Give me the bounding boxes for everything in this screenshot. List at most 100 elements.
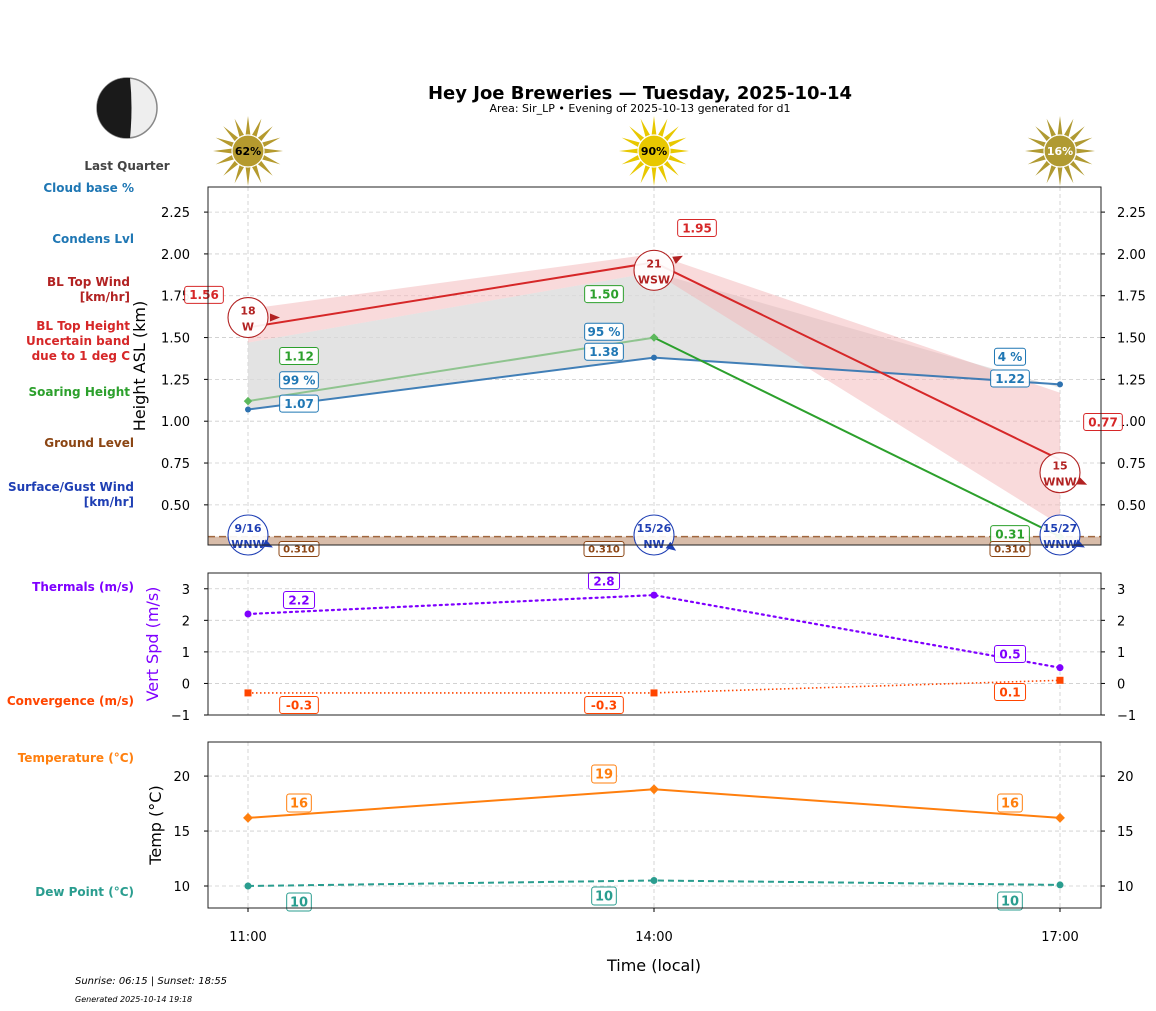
- soaring-point: [243, 396, 253, 406]
- sun-percent-label: 16%: [1047, 145, 1073, 158]
- temperature-label-box: [286, 793, 312, 813]
- sun-icon: 90%: [619, 116, 689, 186]
- bl-wind-marker: 18 W: [227, 296, 280, 339]
- temperature-point: [649, 784, 659, 795]
- bl-wind-marker-speed: 21: [646, 257, 661, 270]
- y-tick-label: 0: [182, 677, 190, 692]
- dew-point-label: 10: [595, 890, 613, 905]
- thermals-label: 0.5: [999, 647, 1020, 661]
- bl-wind-marker-direction: WNW: [1043, 476, 1076, 489]
- vert-speed-panel: −1 −1 0 0 1 1 2 2 3 3 2.2 2.8 0.5 -0.3 -0.3 0.1 Vert Spd…: [143, 572, 1136, 724]
- bl-top-label: 1.56: [189, 288, 219, 302]
- soaring-point: [649, 333, 659, 342]
- cloud-base-label-box: [584, 322, 624, 341]
- thermals-label-box: [282, 591, 316, 609]
- y-axis-label: Height ASL (km): [130, 301, 149, 431]
- x-tick-label: 17:00: [1041, 930, 1078, 945]
- y-tick-label-right: 0.75: [1117, 457, 1146, 472]
- ground-level-label: 0.310: [588, 545, 620, 556]
- condens-label-box: [584, 342, 624, 361]
- dew-point-point: [1056, 881, 1064, 889]
- bl-wind-marker: 21 WSW: [633, 249, 683, 291]
- y-tick-label: 2: [182, 614, 190, 629]
- bl-uncertainty-band: [248, 253, 1060, 525]
- y-tick-label: 2.25: [161, 206, 190, 221]
- wind-arrow-icon: [672, 255, 683, 264]
- height-panel: 0.50 0.50 0.75 0.75 1.00 1.00 1.25 1.25 1.50 1.50…: [130, 186, 1146, 557]
- cloud-base-label: 99 %: [283, 374, 316, 388]
- sunrise-sunset: Sunrise: 06:15 | Sunset: 18:55: [75, 976, 227, 987]
- convergence-line: [248, 679, 1061, 694]
- y-axis-label: Temp (°C): [146, 785, 165, 865]
- surface-wind-marker-speed: 15/26: [637, 522, 672, 535]
- soaring-height-line: [653, 336, 1061, 538]
- x-axis-label: Time (local): [606, 956, 701, 975]
- y-tick-label-right: 0.50: [1117, 499, 1146, 514]
- chart-subtitle: Area: Sir_LP • Evening of 2025-10-13 gen…: [490, 102, 791, 115]
- y-tick-label-right: 20: [1117, 770, 1134, 785]
- y-tick-label-right: 15: [1117, 825, 1134, 840]
- bl-wind-marker: 15 WNW: [1039, 452, 1088, 494]
- legend-thermals: Thermals (m/s): [32, 580, 134, 594]
- thermals-label: 2.8: [593, 574, 614, 588]
- temperature-panel: 10 10 15 15 20 20 16 19 16 10 10 10 Temp (°C) 11:00 14…: [146, 741, 1134, 975]
- x-tick-label: 11:00: [229, 930, 266, 945]
- condens-point: [1057, 381, 1063, 388]
- legend-bl-height-line3: due to 1 deg C: [32, 349, 131, 363]
- temperature-label: 19: [595, 768, 613, 783]
- surface-wind-marker-speed: 9/16: [235, 522, 262, 535]
- y-tick-label: −1: [171, 709, 190, 724]
- wind-arrow-icon: [665, 541, 677, 551]
- temperature-label-box: [997, 793, 1023, 813]
- condens-point: [245, 406, 251, 413]
- y-tick-label-right: 1.25: [1117, 373, 1146, 388]
- ground-level-label: 0.310: [283, 545, 315, 556]
- surface-wind-marker-speed: 15/27: [1043, 522, 1078, 535]
- y-tick-label-right: 2: [1117, 614, 1125, 629]
- condens-label-box: [279, 394, 319, 413]
- convergence-label: -0.3: [286, 698, 312, 712]
- legend-surface-wind-line1: Surface/Gust Wind: [8, 480, 134, 494]
- condens-label-box: [990, 369, 1030, 388]
- y-tick-label-right: 2.25: [1117, 206, 1146, 221]
- dew-point-point: [650, 877, 658, 885]
- left-legend: Cloud base % Condens Lvl BL Top Wind [km…: [7, 181, 134, 899]
- y-tick-label-right: 2.00: [1117, 248, 1146, 263]
- cloud-base-label-box: [279, 371, 319, 390]
- bl-wind-marker-ring: [1039, 452, 1081, 494]
- dew-point-label-box: [591, 886, 617, 906]
- y-tick-label: 3: [182, 583, 190, 598]
- ground-level-label: 0.310: [994, 545, 1026, 556]
- convergence-point: [244, 689, 252, 697]
- condens-point: [651, 354, 657, 361]
- legend-convergence: Convergence (m/s): [7, 694, 134, 708]
- y-tick-label: 15: [173, 825, 190, 840]
- convergence-point: [650, 689, 658, 697]
- sun-icon: 16%: [1025, 116, 1095, 186]
- bl-wind-marker-ring: [633, 249, 675, 291]
- y-tick-label: 10: [173, 880, 190, 895]
- wind-arrow-icon: [270, 313, 280, 322]
- sun-percent-label: 62%: [235, 145, 261, 158]
- legend-bl-height-line2: Uncertain band: [26, 334, 130, 348]
- temperature-label: 16: [290, 797, 308, 812]
- y-tick-label: 20: [173, 770, 190, 785]
- temperature-point: [243, 812, 253, 823]
- moon-phase-label: Last Quarter: [84, 159, 169, 173]
- y-tick-label-right: 10: [1117, 880, 1134, 895]
- bl-top-label-box: [1083, 413, 1123, 432]
- sun-disc: [231, 134, 265, 168]
- thermals-point: [244, 610, 252, 618]
- legend-soaring-height: Soaring Height: [29, 385, 131, 399]
- y-axis-label: Vert Spd (m/s): [143, 587, 162, 702]
- convergence-label: 0.1: [999, 685, 1020, 699]
- condens-label: 1.22: [995, 372, 1025, 386]
- y-tick-label-right: 1.75: [1117, 290, 1146, 305]
- convergence-point: [1056, 676, 1064, 684]
- legend-condens-lvl: Condens Lvl: [52, 232, 134, 246]
- dew-point-label: 10: [290, 896, 308, 911]
- soaring-label: 1.12: [284, 349, 314, 363]
